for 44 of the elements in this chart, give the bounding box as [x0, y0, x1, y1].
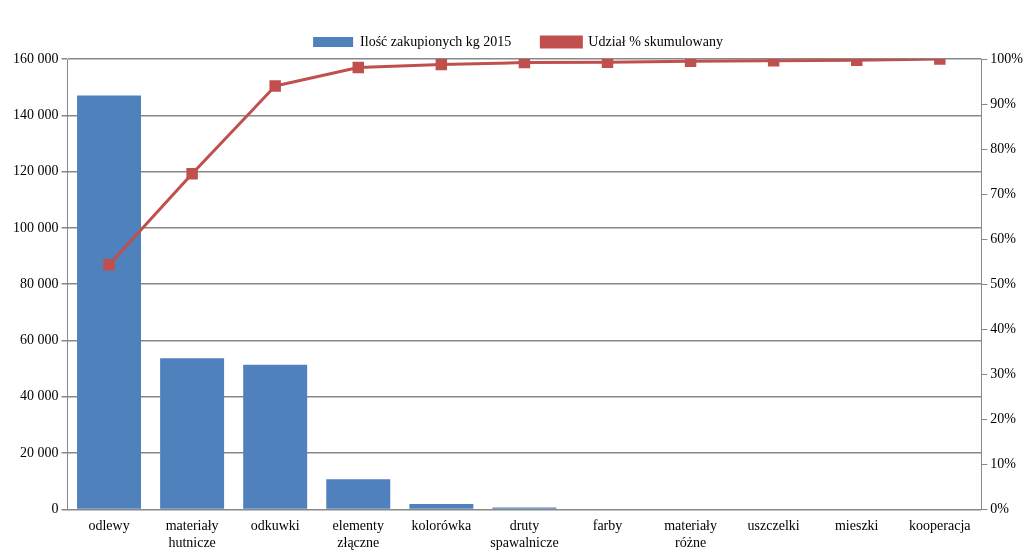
- y-tick-label: 0: [51, 501, 59, 517]
- x-tick-label: odlewy: [88, 518, 130, 534]
- y2-tick-label: 20%: [990, 410, 1017, 426]
- y2-tick-label: 100%: [990, 50, 1024, 66]
- point: [352, 61, 365, 74]
- x-tick-label: druty spawalnicze: [490, 518, 559, 551]
- legend-label: Udział % skumulowany: [588, 33, 723, 49]
- y-tick-label: 160 000: [13, 50, 59, 66]
- point: [186, 168, 198, 180]
- y2-tick-label: 0%: [990, 501, 1010, 517]
- x-tick-label: mieszki: [834, 518, 879, 534]
- y-tick-label: 60 000: [20, 332, 59, 348]
- y2-tick-label: 10%: [990, 456, 1017, 472]
- y-tick-label: 100 000: [13, 219, 59, 235]
- x-tick-label: elementy złączne: [332, 518, 384, 551]
- y-tick-label: 120 000: [13, 163, 59, 179]
- y-tick-label: 140 000: [13, 106, 59, 122]
- y2-tick-label: 60%: [990, 230, 1017, 246]
- y-tick-label: 40 000: [20, 388, 59, 404]
- bar: [243, 364, 308, 509]
- y2-tick-label: 30%: [990, 365, 1017, 381]
- x-tick-label: kooperacja: [909, 518, 972, 534]
- y2-tick-label: 70%: [990, 185, 1017, 201]
- x-tick-label: odkuwki: [250, 518, 300, 534]
- y2-tick-label: 80%: [990, 140, 1017, 156]
- point: [103, 259, 115, 271]
- bar: [409, 504, 474, 509]
- y2-tick-label: 40%: [990, 320, 1017, 336]
- x-tick-label: farby: [592, 518, 623, 534]
- bar: [160, 358, 225, 509]
- y-tick-label: 20 000: [20, 444, 59, 460]
- point: [269, 80, 281, 92]
- point: [518, 59, 531, 69]
- y2-tick-label: 50%: [990, 275, 1017, 291]
- legend-label: Ilość zakupionych kg 2015: [360, 33, 512, 49]
- bar: [326, 479, 391, 509]
- bar: [77, 95, 142, 509]
- x-tick-label: kolorówka: [411, 518, 473, 534]
- y-tick-label: 80 000: [20, 275, 59, 291]
- y2-tick-label: 90%: [990, 95, 1017, 111]
- point: [435, 59, 448, 71]
- x-tick-label: materiały hutnicze: [165, 518, 219, 551]
- x-tick-label: uszczelki: [747, 518, 800, 534]
- x-tick-label: materiały różne: [664, 518, 718, 551]
